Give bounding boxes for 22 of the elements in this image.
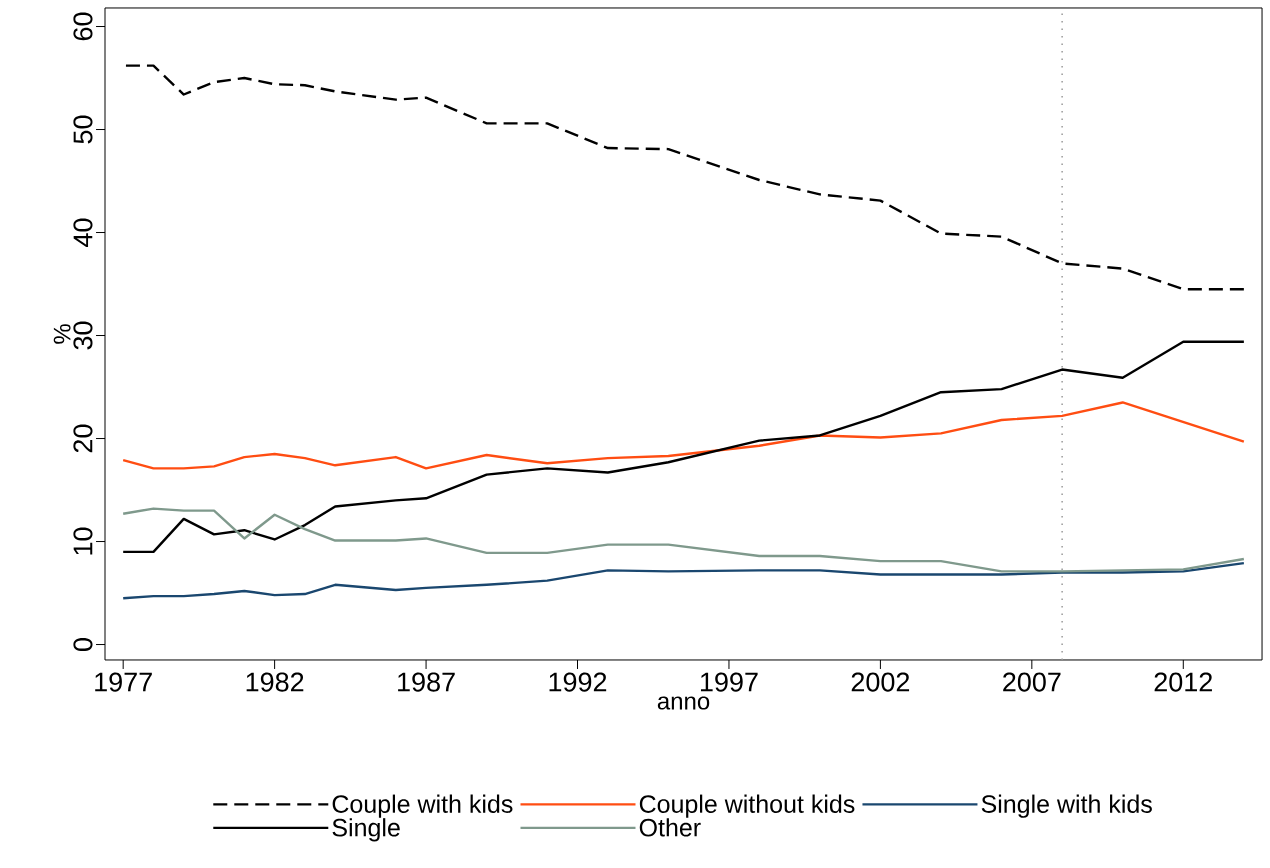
y-tick-label: 60 <box>73 12 93 41</box>
x-tick-label: 2002 <box>851 672 910 692</box>
legend-label: Other <box>639 818 701 837</box>
y-tick-label: 10 <box>73 527 93 555</box>
legend-label: Couple with kids <box>332 794 513 818</box>
y-tick-label: 40 <box>73 218 93 247</box>
y-tick-label: 0 <box>73 638 93 651</box>
legend-label: Single with kids <box>981 794 1152 818</box>
x-tick-label: 1982 <box>246 672 304 692</box>
x-tick-label: 1992 <box>549 672 607 692</box>
x-tick-label: 1977 <box>95 672 152 692</box>
x-tick-label: 1987 <box>398 672 455 692</box>
x-tick-label: 2007 <box>1003 672 1061 692</box>
x-axis-title: anno <box>657 696 710 710</box>
legend-label: Single <box>332 818 400 842</box>
y-tick-label: 50 <box>73 115 93 144</box>
x-tick-label: 1997 <box>700 672 758 692</box>
y-tick-label: 20 <box>73 424 93 453</box>
x-tick-label: 2012 <box>1154 672 1212 692</box>
y-axis-title: % <box>53 324 71 344</box>
y-tick-label: 30 <box>73 321 93 350</box>
legend-label: Couple without kids <box>639 794 855 818</box>
